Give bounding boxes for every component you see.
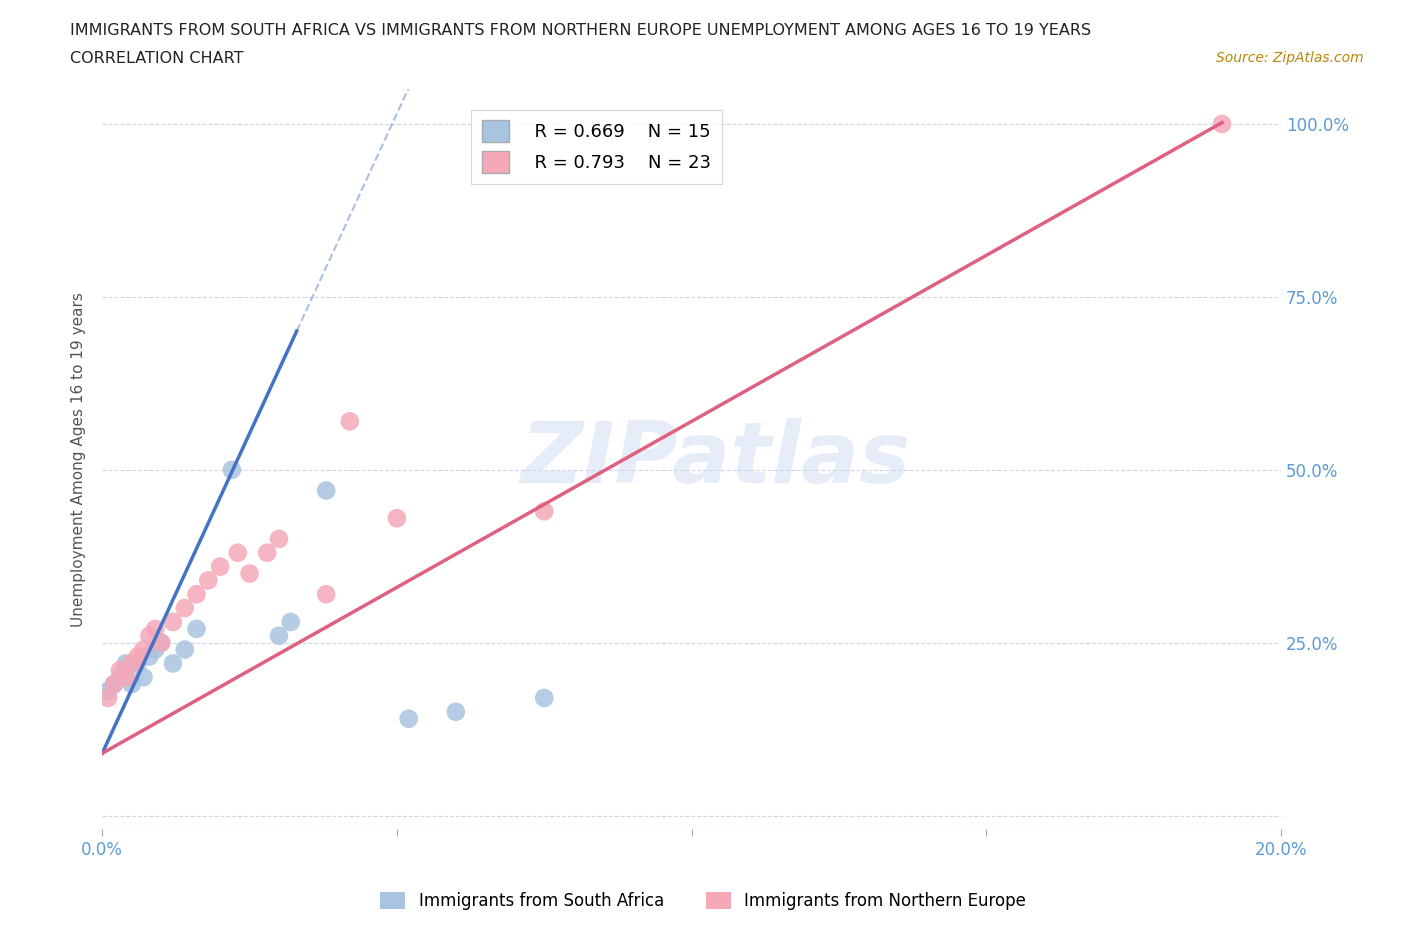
- Point: [339, 414, 361, 429]
- Point: [143, 642, 166, 657]
- Point: [1211, 116, 1233, 131]
- Point: [256, 545, 278, 560]
- Point: [315, 483, 337, 498]
- Point: [103, 677, 125, 692]
- Point: [121, 677, 143, 692]
- Point: [162, 615, 184, 630]
- Point: [162, 656, 184, 671]
- Point: [398, 711, 420, 726]
- Point: [533, 691, 555, 706]
- Legend:   R = 0.669    N = 15,   R = 0.793    N = 23: R = 0.669 N = 15, R = 0.793 N = 23: [471, 110, 721, 184]
- Point: [114, 656, 136, 671]
- Point: [138, 629, 160, 644]
- Point: [385, 511, 408, 525]
- Point: [186, 587, 208, 602]
- Point: [114, 663, 136, 678]
- Point: [143, 621, 166, 636]
- Point: [173, 601, 195, 616]
- Point: [533, 504, 555, 519]
- Point: [132, 642, 155, 657]
- Point: [127, 656, 149, 671]
- Point: [173, 642, 195, 657]
- Legend: Immigrants from South Africa, Immigrants from Northern Europe: Immigrants from South Africa, Immigrants…: [374, 885, 1032, 917]
- Point: [121, 656, 143, 671]
- Point: [127, 649, 149, 664]
- Point: [103, 677, 125, 692]
- Point: [108, 670, 131, 684]
- Point: [97, 691, 120, 706]
- Point: [267, 531, 290, 546]
- Point: [267, 629, 290, 644]
- Point: [315, 587, 337, 602]
- Point: [138, 649, 160, 664]
- Point: [114, 670, 136, 684]
- Point: [132, 670, 155, 684]
- Point: [221, 462, 243, 477]
- Point: [150, 635, 173, 650]
- Text: Source: ZipAtlas.com: Source: ZipAtlas.com: [1216, 51, 1364, 65]
- Point: [238, 566, 260, 581]
- Point: [150, 635, 173, 650]
- Point: [97, 684, 120, 698]
- Point: [186, 621, 208, 636]
- Y-axis label: Unemployment Among Ages 16 to 19 years: Unemployment Among Ages 16 to 19 years: [72, 292, 86, 627]
- Point: [108, 663, 131, 678]
- Point: [226, 545, 249, 560]
- Point: [209, 559, 232, 574]
- Point: [444, 704, 467, 719]
- Point: [280, 615, 302, 630]
- Point: [197, 573, 219, 588]
- Text: CORRELATION CHART: CORRELATION CHART: [70, 51, 243, 66]
- Text: ZIPatlas: ZIPatlas: [520, 418, 910, 501]
- Text: IMMIGRANTS FROM SOUTH AFRICA VS IMMIGRANTS FROM NORTHERN EUROPE UNEMPLOYMENT AMO: IMMIGRANTS FROM SOUTH AFRICA VS IMMIGRAN…: [70, 23, 1091, 38]
